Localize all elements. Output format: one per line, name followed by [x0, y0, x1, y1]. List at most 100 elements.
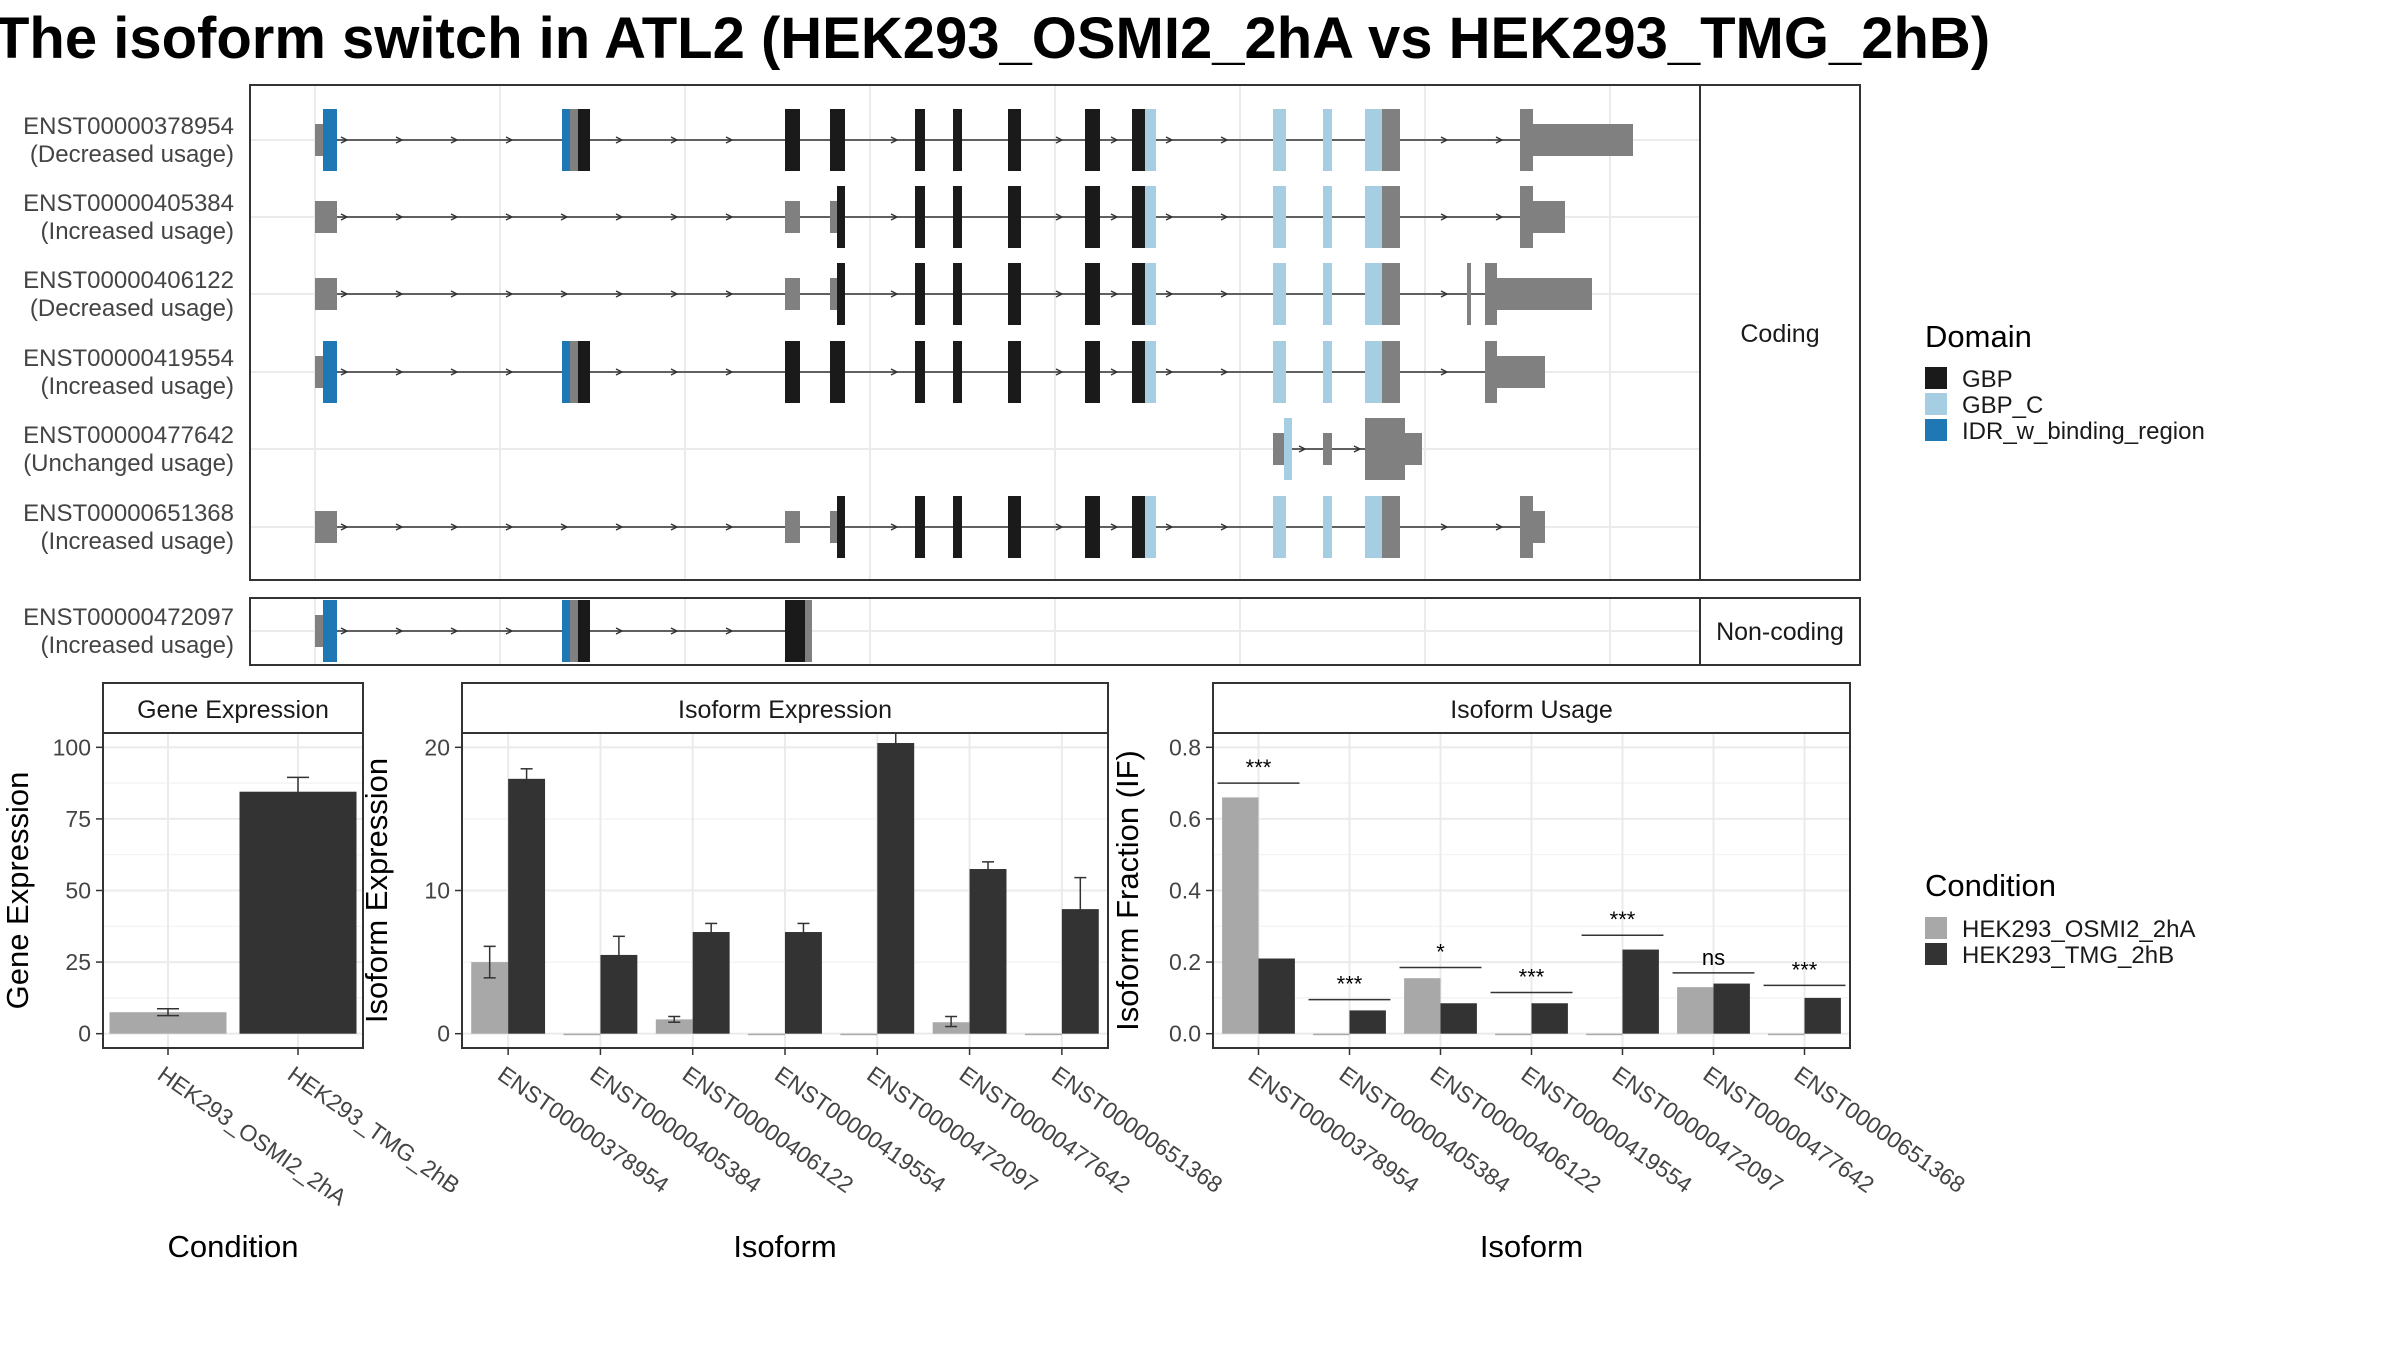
exon-block	[915, 109, 925, 171]
exon-block	[578, 341, 590, 403]
strand-arrow	[395, 627, 404, 635]
exon-block	[1323, 186, 1332, 248]
strand-arrow	[670, 368, 679, 376]
y-tick-label: 0	[78, 1021, 91, 1047]
transcript-ENST00000651368	[315, 496, 1545, 558]
strand-arrow	[615, 136, 624, 144]
strand-arrow	[450, 368, 459, 376]
y-tick-label: 25	[65, 949, 91, 975]
bar	[508, 778, 546, 1034]
exon-block	[1533, 201, 1565, 233]
bar	[932, 1022, 970, 1034]
strand-arrow	[505, 213, 514, 221]
exon-block	[830, 201, 837, 233]
exon-block	[830, 341, 845, 403]
facet-label-coding: Coding	[1740, 320, 1819, 348]
y-tick-label: 100	[53, 734, 91, 760]
significance-label: ***	[1610, 907, 1636, 932]
strand-arrow	[1440, 213, 1449, 221]
transcript-usage-label: (Increased usage)	[41, 218, 234, 245]
figure-title: The isoform switch in ATL2 (HEK293_OSMI2…	[0, 6, 1990, 71]
exon-block	[1085, 341, 1100, 403]
exon-block	[1467, 263, 1471, 325]
strand-arrow	[1220, 136, 1229, 144]
exon-block	[1008, 496, 1021, 558]
facet-strip-coding: Coding	[1699, 84, 1861, 581]
exon-block	[1085, 496, 1100, 558]
strand-arrow	[450, 523, 459, 531]
exon-block	[562, 109, 570, 171]
exon-block	[915, 186, 925, 248]
exon-block	[1365, 341, 1382, 403]
exon-block	[1485, 341, 1497, 403]
strand-arrow	[1165, 290, 1174, 298]
exon-block	[1520, 109, 1533, 171]
strand-arrow	[340, 136, 349, 144]
structure-panel-bg	[250, 85, 1700, 580]
exon-block	[1520, 186, 1533, 248]
exon-block	[323, 600, 337, 662]
strand-arrow	[1055, 136, 1064, 144]
exon-block	[1365, 263, 1382, 325]
bar	[1531, 1003, 1568, 1034]
exon-block	[837, 496, 845, 558]
exon-block	[315, 201, 337, 233]
legend-label-gbp-c: GBP_C	[1962, 392, 2043, 419]
bar	[840, 1033, 878, 1036]
strand-arrow	[1165, 368, 1174, 376]
exon-block	[1273, 496, 1286, 558]
transcript-id-label: ENST00000472097	[23, 604, 234, 631]
facet-strip	[102, 682, 364, 734]
x-axis-title: Condition	[168, 1229, 299, 1264]
x-tick-label: ENST00000651368	[1790, 1061, 1970, 1198]
exon-block	[1323, 341, 1332, 403]
bar	[785, 932, 822, 1034]
exon-block	[570, 600, 578, 662]
strand-arrow	[1220, 368, 1229, 376]
exon-block	[1365, 418, 1405, 480]
strand-arrow	[340, 368, 349, 376]
exon-block	[1382, 341, 1400, 403]
facet-strip	[1212, 682, 1851, 734]
exon-block	[1405, 433, 1422, 465]
facet-strip	[461, 682, 1109, 734]
y-tick-label: 10	[424, 878, 450, 904]
strand-arrow	[1220, 290, 1229, 298]
exon-block	[1533, 124, 1633, 156]
strand-arrow	[560, 523, 569, 531]
strand-arrow	[1440, 290, 1449, 298]
y-tick-label: 20	[424, 734, 450, 760]
exon-block	[785, 511, 800, 543]
significance-label: *	[1436, 939, 1445, 964]
exon-block	[1323, 433, 1332, 465]
strand-arrow	[505, 523, 514, 531]
strand-arrow	[725, 368, 734, 376]
bar	[1349, 1010, 1386, 1034]
exon-block	[570, 109, 578, 171]
transcript-id-label: ENST00000405384	[23, 190, 234, 217]
strand-arrow	[560, 290, 569, 298]
exon-block	[315, 356, 325, 388]
strand-arrow	[890, 136, 899, 144]
x-tick-label: ENST00000651368	[1047, 1061, 1227, 1198]
exon-block	[953, 341, 962, 403]
exon-block	[1323, 109, 1332, 171]
significance-label: ***	[1337, 972, 1363, 997]
chart-title: Gene Expression	[137, 696, 329, 724]
legend-swatch-condition-b	[1925, 943, 1947, 965]
strand-arrow	[890, 368, 899, 376]
x-axis-title: Isoform	[733, 1229, 836, 1264]
strand-arrow	[1220, 213, 1229, 221]
exon-block	[837, 263, 845, 325]
strand-arrow	[615, 368, 624, 376]
transcript-ENST00000477642	[1273, 418, 1422, 480]
strand-arrow	[340, 290, 349, 298]
strand-arrow	[560, 213, 569, 221]
expression-bar-charts: 0255075100HEK293_OSMI2_2hAHEK293_TMG_2hB…	[0, 682, 1970, 1264]
strand-arrow	[1165, 136, 1174, 144]
x-tick-label: ENST00000477642	[1699, 1061, 1879, 1198]
transcript-usage-label: (Increased usage)	[41, 373, 234, 400]
transcript-id-label: ENST00000419554	[23, 345, 234, 372]
x-tick-label: ENST00000472097	[862, 1061, 1042, 1198]
y-axis-title: Isoform Fraction (IF)	[1110, 750, 1145, 1031]
